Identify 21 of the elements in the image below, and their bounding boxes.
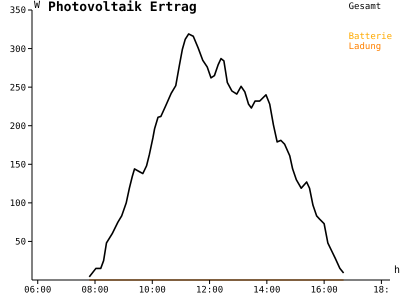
y-tick-label: 100 <box>10 199 26 210</box>
y-tick-label: 150 <box>10 160 26 170</box>
y-tick-label: 50 <box>15 238 26 248</box>
x-tick-label: 16:00 <box>310 285 338 296</box>
x-tick-label: 06:00 <box>24 285 52 296</box>
y-axis-title: W <box>34 0 40 11</box>
y-tick-label: 200 <box>10 122 26 132</box>
x-tick-label: 10:00 <box>138 285 166 296</box>
x-tick-label: 18: <box>373 285 390 296</box>
y-tick-label: 300 <box>10 44 26 55</box>
x-axis-title: h <box>394 265 400 276</box>
legend-label: Batterie <box>348 32 392 42</box>
x-tick-label: 12:00 <box>196 285 224 296</box>
line-series <box>88 33 344 278</box>
chart-title: Photovoltaik Ertrag <box>48 0 197 15</box>
y-tick-label: 250 <box>10 83 26 94</box>
x-tick-label: 14:00 <box>253 285 280 296</box>
text: Gesamt <box>348 2 382 12</box>
x-tick-label: 08:00 <box>81 285 109 296</box>
text: Ladung <box>348 42 382 52</box>
y-tick-label: 350 <box>10 6 26 16</box>
